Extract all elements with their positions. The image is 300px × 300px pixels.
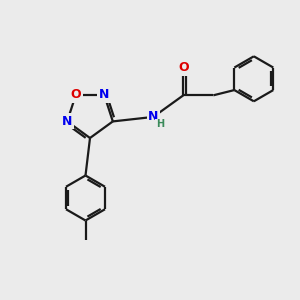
Text: N: N xyxy=(99,88,109,101)
Text: H: H xyxy=(156,119,164,129)
Text: O: O xyxy=(178,61,189,74)
Text: N: N xyxy=(148,110,158,123)
Text: O: O xyxy=(70,88,81,101)
Text: N: N xyxy=(62,115,72,128)
